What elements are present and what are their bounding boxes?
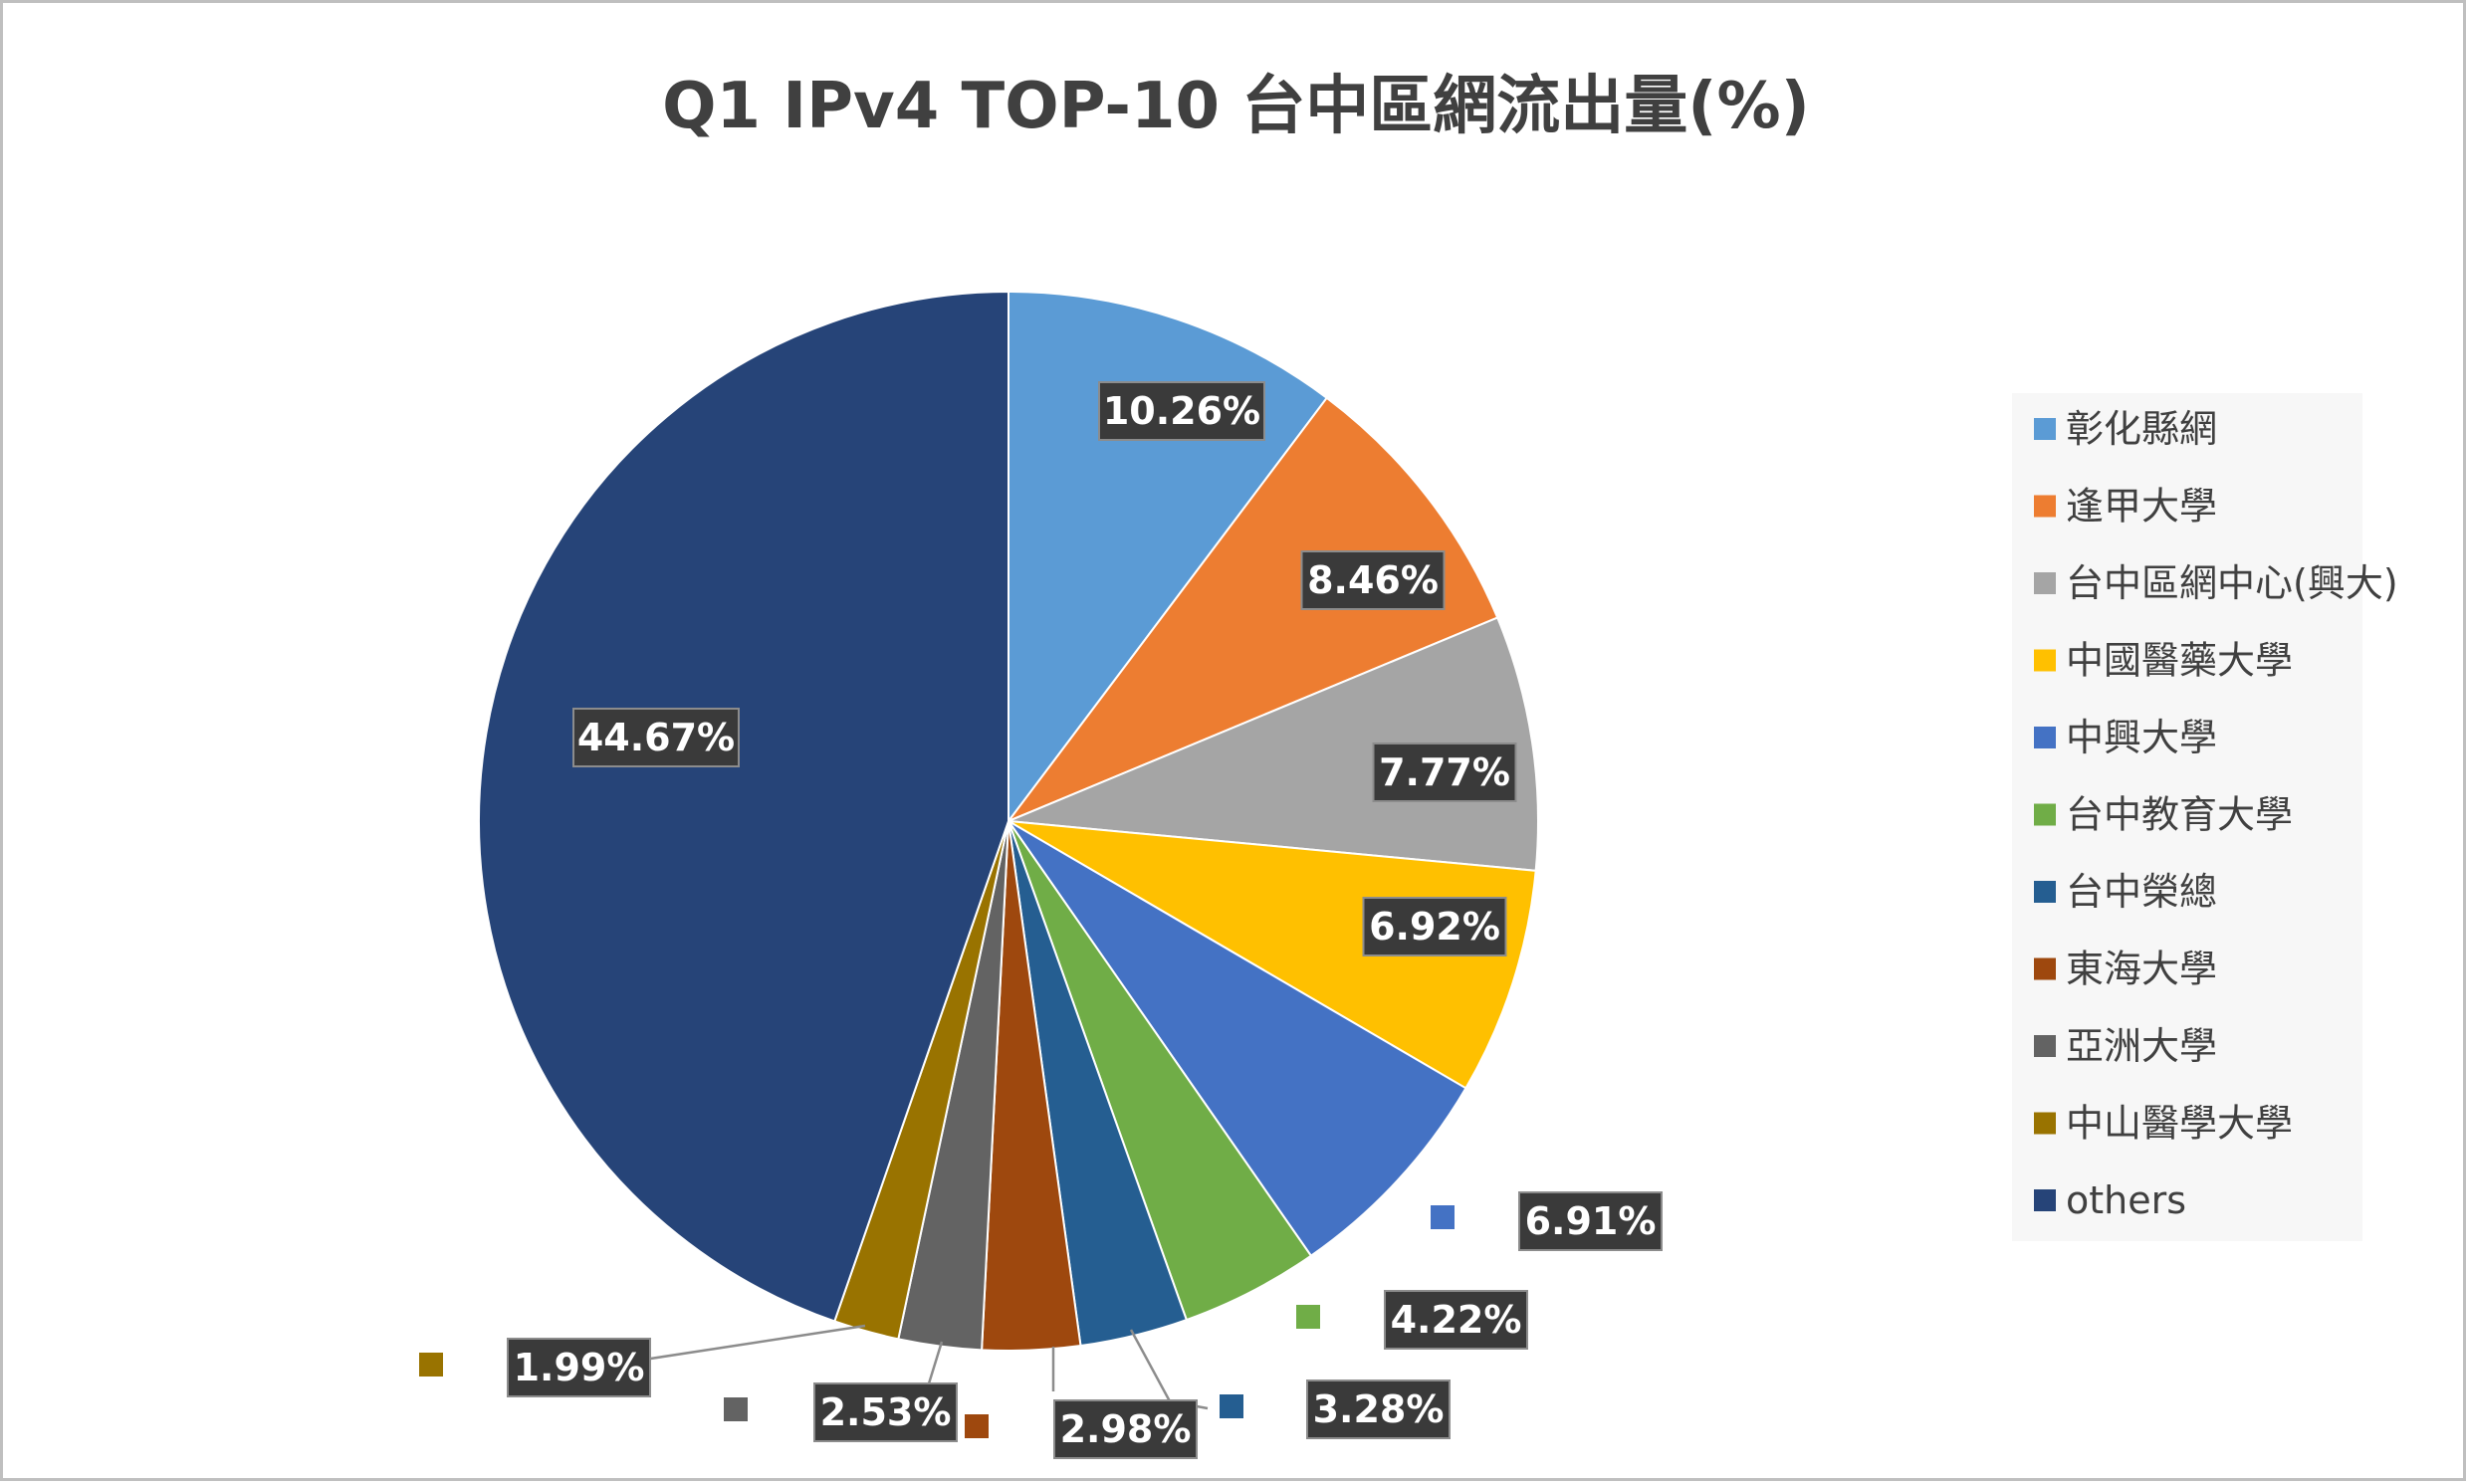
legend-label: 台中區網中心(興大): [2066, 561, 2398, 605]
data-label-text: 8.46%: [1307, 558, 1439, 602]
data-label: 2.53%: [724, 1382, 958, 1442]
pie-slice: [1008, 820, 1467, 1258]
legend-item: others: [2034, 1178, 2186, 1222]
legend-item: 東海大學: [2034, 948, 2217, 991]
data-label-box: [813, 1382, 958, 1442]
data-label-text: 2.53%: [820, 1390, 952, 1434]
label-legend-key: [965, 1414, 989, 1438]
legend-item: 彰化縣網: [2034, 407, 2217, 451]
data-label-box: [507, 1338, 651, 1397]
pie-slice: [1005, 396, 1499, 824]
data-label: 4.22%: [1296, 1290, 1528, 1350]
data-label: 6.92%: [1362, 897, 1507, 956]
data-label-box: [1053, 1399, 1198, 1459]
legend-label: 彰化縣網: [2066, 407, 2217, 451]
legend-swatch: [2034, 649, 2056, 672]
data-label: 7.77%: [1372, 742, 1517, 802]
data-label: 2.98%: [965, 1399, 1198, 1459]
data-label-text: 44.67%: [577, 716, 735, 759]
leader-line: [1129, 1329, 1209, 1410]
legend-item: 中興大學: [2034, 716, 2217, 759]
data-label-box: [1362, 897, 1507, 956]
data-label: 10.26%: [1098, 381, 1265, 441]
label-legend-key: [1296, 1305, 1320, 1329]
data-label: 6.91%: [1431, 1191, 1663, 1251]
legend-swatch: [2034, 572, 2056, 594]
label-legend-key: [1220, 1394, 1243, 1418]
legend-label: 台中榮總: [2066, 870, 2217, 914]
legend-item: 中國醫藥大學: [2034, 639, 2293, 683]
data-label-text: 1.99%: [514, 1346, 645, 1389]
data-label: 44.67%: [572, 708, 740, 767]
data-label-box: [1306, 1379, 1451, 1439]
legend-item: 中山醫學大學: [2034, 1102, 2293, 1146]
legend-label: 台中教育大學: [2066, 793, 2293, 837]
data-label-text: 10.26%: [1103, 389, 1260, 433]
chart-title: Q1 IPv4 TOP-10 台中區網流出量(%): [662, 70, 1810, 143]
legend-swatch: [2034, 495, 2056, 518]
pie-slice: [1008, 616, 1539, 872]
data-label: 3.28%: [1220, 1379, 1451, 1439]
legend-label: 中國醫藥大學: [2066, 639, 2293, 683]
legend-swatch: [2034, 727, 2056, 748]
data-label-text: 3.28%: [1313, 1387, 1445, 1431]
legend-label: others: [2066, 1178, 2186, 1222]
data-label-box: [1518, 1191, 1663, 1251]
data-label-box: [1384, 1290, 1528, 1350]
data-label-text: 6.91%: [1525, 1199, 1657, 1243]
legend-item: 台中區網中心(興大): [2034, 561, 2398, 605]
data-label-text: 4.22%: [1391, 1298, 1522, 1342]
data-label: 8.46%: [1300, 550, 1446, 610]
label-legend-key: [724, 1397, 748, 1421]
data-label-box: [572, 708, 740, 767]
legend-swatch: [2034, 803, 2056, 826]
legend-swatch: [2034, 418, 2056, 440]
pie-slice: [478, 290, 1009, 1323]
pie-slice: [1008, 820, 1537, 1090]
legend-label: 中山醫學大學: [2066, 1102, 2293, 1146]
legend-swatch: [2034, 1112, 2056, 1135]
data-label-box: [1372, 742, 1517, 802]
pie-chart: 10.26% 8.46% 7.77% 6.92% 6.91% 4.22% 3.28% 2.98…: [419, 290, 2398, 1459]
data-label-text: 6.92%: [1369, 905, 1500, 949]
legend-item: 台中榮總: [2034, 870, 2217, 914]
legend-label: 東海大學: [2066, 948, 2217, 991]
data-label: 1.99%: [419, 1338, 651, 1397]
legend-item: 逢甲大學: [2034, 485, 2217, 529]
legend-label: 中興大學: [2066, 716, 2217, 759]
data-label-text: 7.77%: [1379, 750, 1510, 794]
legend-swatch: [2034, 881, 2056, 903]
legend-background: [2012, 393, 2362, 1241]
legend-swatch: [2034, 1189, 2056, 1211]
data-label-text: 2.98%: [1060, 1407, 1192, 1451]
legend-swatch: [2034, 957, 2056, 980]
data-label-box: [1300, 550, 1446, 610]
label-legend-key: [419, 1353, 443, 1377]
label-legend-key: [1431, 1205, 1455, 1229]
legend-item: 亞洲大學: [2034, 1024, 2217, 1068]
legend-label: 亞洲大學: [2066, 1024, 2217, 1068]
legend-label: 逢甲大學: [2066, 485, 2217, 529]
data-label-box: [1098, 381, 1265, 441]
legend-swatch: [2034, 1035, 2056, 1057]
pie-slices: [478, 290, 1539, 1352]
legend-item: 台中教育大學: [2034, 793, 2293, 837]
data-labels: 10.26% 8.46% 7.77% 6.92% 6.91% 4.22% 3.28% 2.98…: [419, 381, 1663, 1459]
